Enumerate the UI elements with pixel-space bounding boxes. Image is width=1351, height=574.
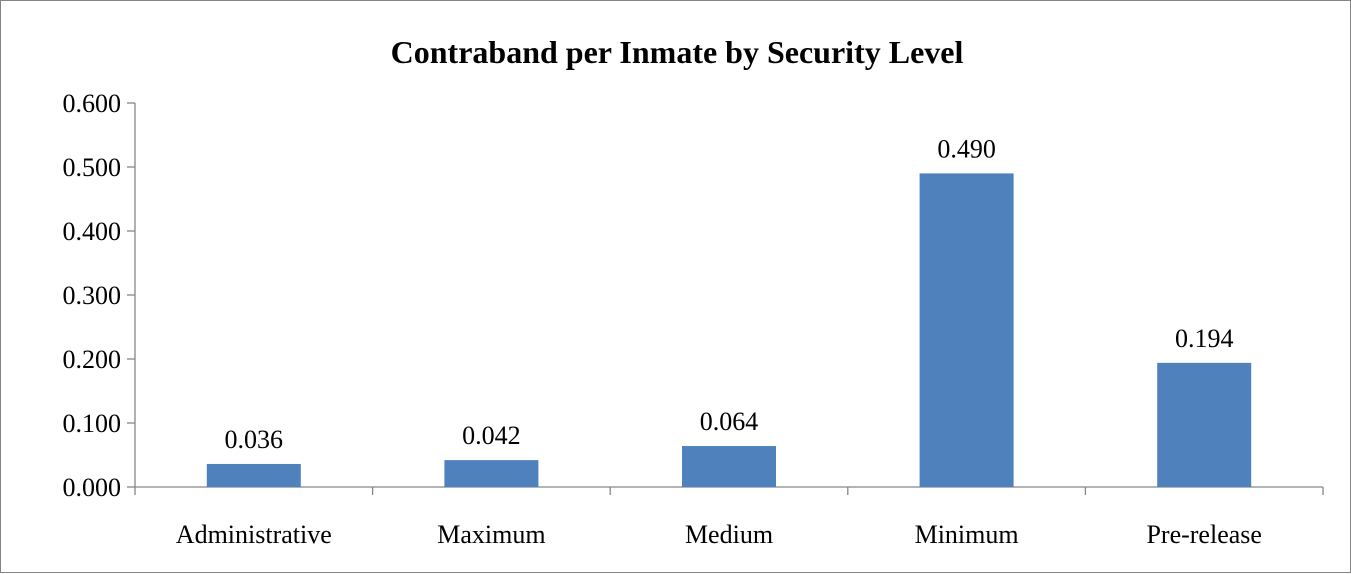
category-label: Medium — [685, 520, 773, 549]
data-label: 0.064 — [700, 407, 759, 436]
bar — [206, 463, 301, 487]
y-tick-label: 0.000 — [63, 473, 122, 502]
data-label: 0.490 — [937, 134, 996, 163]
data-label: 0.194 — [1175, 324, 1234, 353]
y-tick-label: 0.500 — [63, 153, 122, 182]
y-tick-label: 0.200 — [63, 345, 122, 374]
data-label: 0.036 — [225, 425, 284, 454]
bar — [444, 460, 539, 487]
y-tick-label: 0.300 — [63, 281, 122, 310]
category-label: Administrative — [176, 520, 332, 549]
category-labels: Administrative Maximum Medium Minimum Pre-re… — [176, 520, 1262, 549]
y-tick-label: 0.600 — [63, 89, 122, 118]
chart-title: Contraband per Inmate by Security Level — [391, 34, 964, 70]
category-label: Minimum — [915, 520, 1019, 549]
bars — [206, 173, 1252, 487]
category-label: Pre-release — [1146, 520, 1261, 549]
y-axis: 0.000 0.100 0.200 0.300 0.400 0.500 0.600 — [63, 89, 136, 502]
data-label: 0.042 — [462, 421, 521, 450]
y-tick-label: 0.400 — [63, 217, 122, 246]
category-label: Maximum — [437, 520, 545, 549]
bar — [919, 173, 1014, 487]
data-labels: 0.036 0.042 0.064 0.490 0.194 — [225, 134, 1234, 454]
bar — [1157, 362, 1252, 487]
bar — [682, 446, 776, 487]
x-axis — [134, 486, 1324, 495]
y-tick-label: 0.100 — [63, 409, 122, 438]
